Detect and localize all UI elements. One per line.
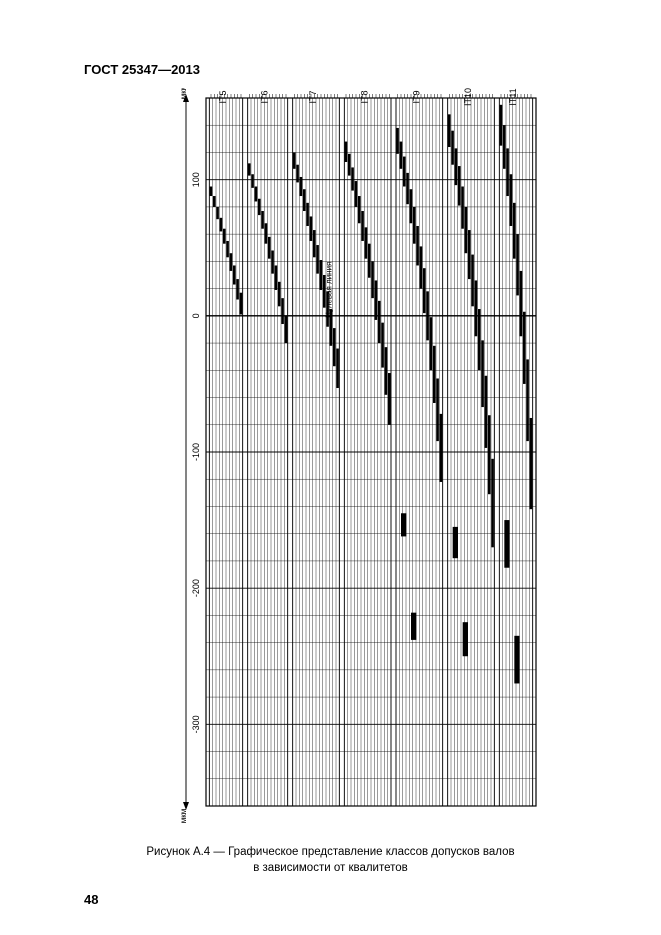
svg-text:мкм: мкм (179, 809, 188, 824)
svg-text:0: 0 (191, 313, 201, 318)
caption-line-2: в зависимости от квалитетов (253, 862, 408, 874)
caption-line-1: Рисунок А.4 — Графическое представление … (146, 846, 514, 858)
svg-text:мкм: мкм (179, 88, 188, 99)
svg-text:Нулевая линия: Нулевая линия (324, 262, 333, 318)
svg-text:IT6: IT6 (260, 90, 270, 103)
doc-header: ГОСТ 25347—2013 (84, 62, 200, 77)
svg-text:-100: -100 (191, 443, 201, 461)
svg-text:IT11: IT11 (508, 88, 518, 105)
svg-text:IT9: IT9 (411, 90, 421, 103)
svg-text:IT5: IT5 (218, 90, 228, 103)
figure-caption: Рисунок А.4 — Графическое представление … (0, 845, 661, 876)
svg-text:-200: -200 (191, 579, 201, 597)
svg-text:IT8: IT8 (360, 90, 370, 103)
svg-text:-300: -300 (191, 715, 201, 733)
page-number: 48 (84, 892, 98, 907)
tolerance-chart: 100 0 -100 -200 -300 мкм мкм IT5 IT6 IT7 IT8 IT9 IT1… (170, 88, 540, 828)
svg-text:IT7: IT7 (308, 90, 318, 103)
svg-text:100: 100 (191, 172, 201, 187)
svg-text:IT10: IT10 (463, 88, 473, 106)
